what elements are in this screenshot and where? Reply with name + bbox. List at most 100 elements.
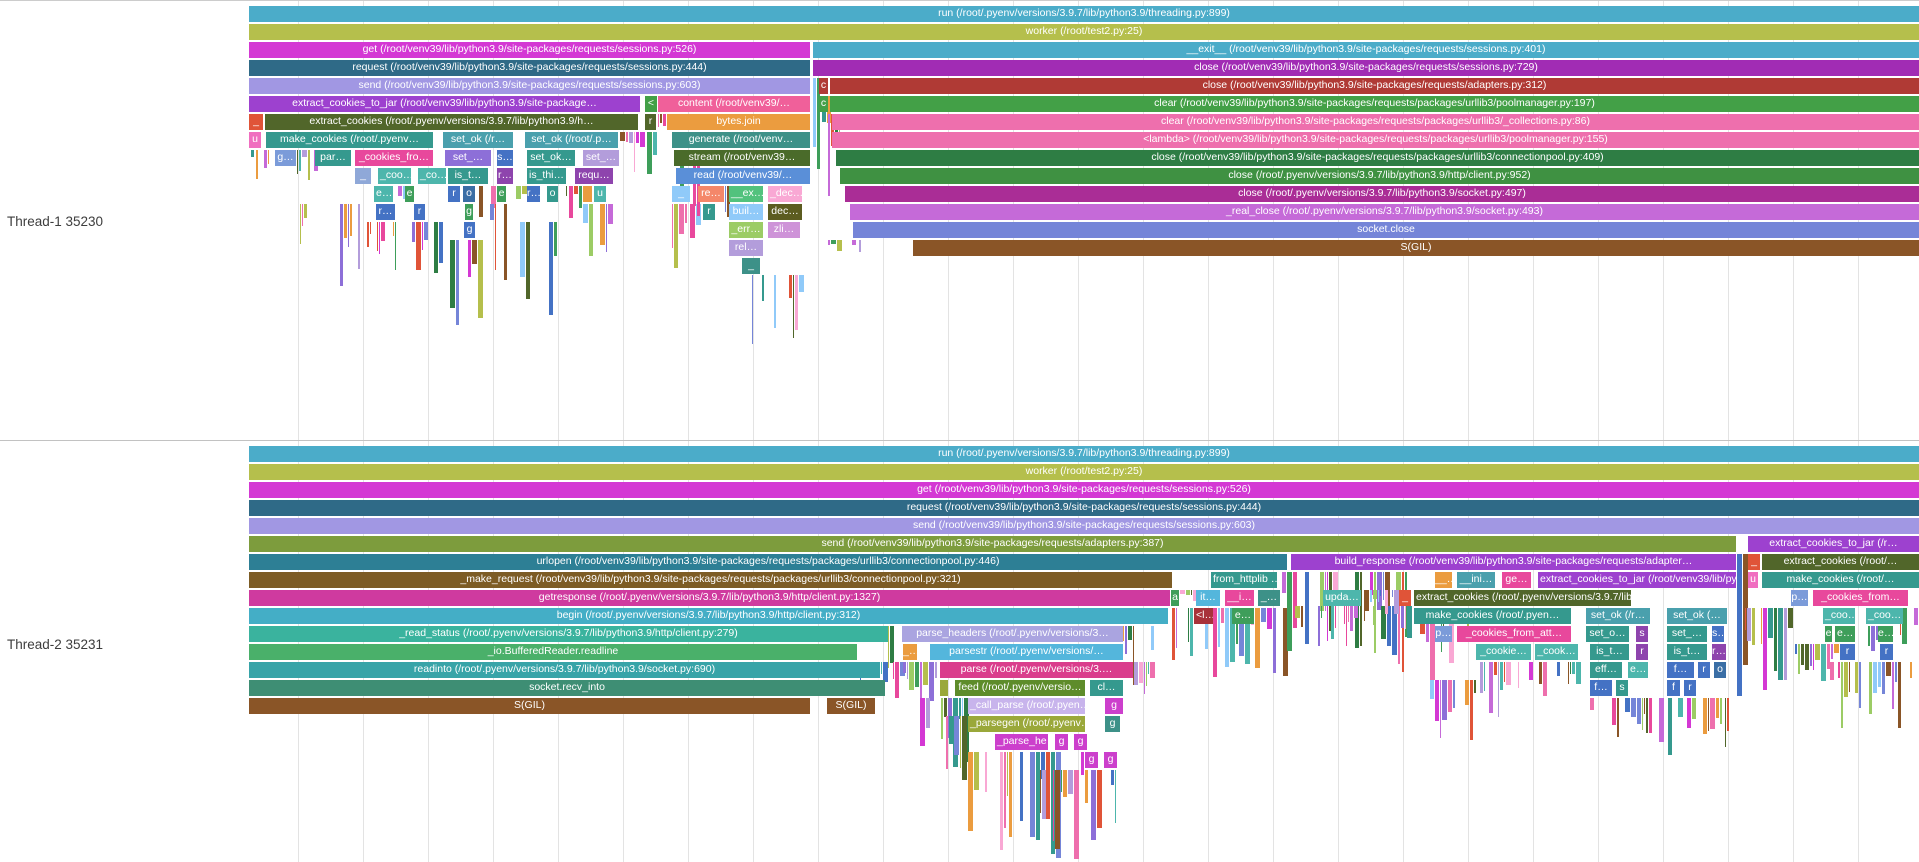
flame-bar[interactable]: _cookies_fro… <box>355 150 433 166</box>
flame-bar[interactable]: get (/root/venv39/lib/python3.9/site-pac… <box>249 42 810 58</box>
flame-bar[interactable]: read (/root/venv39/… <box>676 168 810 184</box>
flame-bar[interactable]: clear (/root/venv39/lib/python3.9/site-p… <box>830 96 1919 112</box>
flame-bar[interactable]: set_… <box>583 150 619 166</box>
flame-bar[interactable]: S(GIL) <box>249 698 810 714</box>
flame-bar[interactable]: r <box>1684 680 1696 696</box>
flame-bar[interactable]: s… <box>1712 626 1724 642</box>
flame-bar[interactable]: u <box>594 186 606 202</box>
flame-bar[interactable]: <l… <box>1194 608 1213 624</box>
flame-bar[interactable]: c <box>819 78 828 94</box>
flame-bar[interactable]: close (/root/venv39/lib/python3.9/site-p… <box>830 78 1919 94</box>
flame-bar[interactable]: e… <box>1835 626 1855 642</box>
flame-bar[interactable]: _read_status (/root/.pyenv/versions/3.9.… <box>249 626 888 642</box>
flame-bar[interactable]: upda… <box>1323 590 1361 606</box>
flame-bar[interactable]: _ <box>1399 590 1411 606</box>
flame-bar[interactable]: stream (/root/venv39… <box>674 150 810 166</box>
flame-bar[interactable]: r <box>1880 644 1893 660</box>
flame-bar[interactable]: g <box>1074 734 1087 750</box>
flame-bar[interactable]: clear (/root/venv39/lib/python3.9/site-p… <box>832 114 1919 130</box>
flame-bar[interactable]: f <box>1667 680 1680 696</box>
flame-bar[interactable]: is_thi… <box>527 168 566 184</box>
flame-bar[interactable]: _ <box>1748 554 1760 570</box>
flame-bar[interactable]: g <box>1085 752 1098 768</box>
flame-bar[interactable]: worker (/root/test2.py:25) <box>249 24 1919 40</box>
flame-bar[interactable]: extract_cookies (/root/.pyenv/versions/3… <box>1414 590 1631 606</box>
flame-bar[interactable]: _real_close (/root/.pyenv/versions/3.9.7… <box>850 204 1919 220</box>
flame-bar[interactable]: e… <box>1232 608 1254 624</box>
flame-bar[interactable]: S(GIL) <box>913 240 1919 256</box>
flame-bar[interactable]: _… <box>1258 590 1280 606</box>
flame-bar[interactable]: g <box>1104 752 1117 768</box>
flame-bar[interactable]: r <box>645 114 656 130</box>
flame-bar[interactable]: r <box>1636 644 1648 660</box>
flame-bar[interactable]: getresponse (/root/.pyenv/versions/3.9.7… <box>249 590 1170 606</box>
flame-bar[interactable]: cl… <box>1090 680 1123 696</box>
flame-bar[interactable]: s… <box>497 150 513 166</box>
flame-bar[interactable]: _ <box>355 168 371 184</box>
flame-bar[interactable]: request (/root/venv39/lib/python3.9/site… <box>249 500 1919 516</box>
flame-bar[interactable]: extract_cookies (/root/… <box>1762 554 1919 570</box>
flame-bar[interactable]: _cookies_from… <box>1813 590 1908 606</box>
flame-bar[interactable]: s <box>1616 680 1628 696</box>
flame-bar[interactable]: o <box>547 186 558 202</box>
flame-bar[interactable]: r… <box>497 168 513 184</box>
flame-bar[interactable]: _cookies_from_att… <box>1457 626 1571 642</box>
flame-bar[interactable]: it… <box>1196 590 1220 606</box>
flame-bar[interactable]: close (/root/.pyenv/versions/3.9.7/lib/p… <box>840 168 1919 184</box>
flame-bar[interactable]: set_ok (/r… <box>1586 608 1650 624</box>
flame-bar[interactable]: set_ok (/root/.p… <box>525 132 618 148</box>
flame-bar[interactable]: p… <box>1791 590 1808 606</box>
flame-bar[interactable]: extract_cookies (/root/.pyenv/versions/3… <box>265 114 638 130</box>
flame-bar[interactable]: r <box>1698 662 1710 678</box>
flame-bar[interactable]: e… <box>374 186 393 202</box>
flame-bar[interactable]: re… <box>698 186 724 202</box>
flame-bar[interactable]: dec… <box>768 204 802 220</box>
flame-bar[interactable]: from_httplib … <box>1211 572 1277 588</box>
flame-bar[interactable]: set_o… <box>1586 626 1629 642</box>
flame-bar[interactable]: eff… <box>1590 662 1622 678</box>
flame-bar[interactable]: p… <box>1435 626 1452 642</box>
flame-bar[interactable]: close (/root/venv39/lib/python3.9/site-p… <box>836 150 1919 166</box>
flame-bar[interactable]: urlopen (/root/venv39/lib/python3.9/site… <box>249 554 1287 570</box>
flame-bar[interactable]: g <box>464 222 475 238</box>
flame-bar[interactable]: _err… <box>729 222 763 238</box>
flame-bar[interactable]: send (/root/venv39/lib/python3.9/site-pa… <box>249 518 1919 534</box>
flame-bar[interactable]: _ <box>672 186 690 202</box>
flame-bar[interactable]: set_ok… <box>527 150 575 166</box>
flame-bar[interactable]: e… <box>1628 662 1648 678</box>
flame-bar[interactable]: g… <box>275 150 296 166</box>
flame-bar[interactable]: extract_cookies_to_jar (/root/venv39/lib… <box>1538 572 1736 588</box>
flame-bar[interactable]: parsestr (/root/.pyenv/versions/… <box>930 644 1123 660</box>
flame-bar[interactable]: e <box>405 186 414 202</box>
flame-bar[interactable]: __… <box>1435 572 1452 588</box>
flame-bar[interactable]: generate (/root/venv… <box>672 132 810 148</box>
flame-bar[interactable]: parse (/root/.pyenv/versions/3.… <box>940 662 1133 678</box>
flame-bar[interactable]: _coo… <box>1866 608 1903 624</box>
flame-bar[interactable]: <lambda> (/root/venv39/lib/python3.9/sit… <box>832 132 1919 148</box>
flame-bar[interactable]: u <box>1748 572 1758 588</box>
flame-bar[interactable]: _call_parse (/root/.pyen… <box>968 698 1085 714</box>
flame-bar[interactable]: g <box>465 204 473 220</box>
flame-bar[interactable]: extract_cookies_to_jar (/r… <box>1748 536 1919 552</box>
flame-bar[interactable]: set_… <box>1667 626 1707 642</box>
flame-bar[interactable]: f… <box>1667 662 1694 678</box>
flame-bar[interactable]: socket.close <box>853 222 1919 238</box>
flame-bar[interactable]: send (/root/venv39/lib/python3.9/site-pa… <box>249 78 810 94</box>
flame-bar[interactable]: bytes.join <box>667 114 810 130</box>
flame-bar[interactable]: _cookie… <box>1476 644 1531 660</box>
flame-bar[interactable]: feed (/root/.pyenv/versio… <box>955 680 1085 696</box>
flame-bar[interactable]: __ini… <box>1457 572 1495 588</box>
flame-bar[interactable]: close (/root/.pyenv/versions/3.9.7/lib/p… <box>845 186 1919 202</box>
flame-bar[interactable]: _coo… <box>378 168 411 184</box>
flame-bar[interactable] <box>583 186 592 202</box>
flame-bar[interactable]: parse_headers (/root/.pyenv/versions/3… <box>902 626 1123 642</box>
flame-bar[interactable]: set_ok (… <box>1667 608 1727 624</box>
flame-bar[interactable]: e <box>1825 626 1832 642</box>
flame-bar[interactable]: _ <box>742 258 760 274</box>
flame-bar[interactable]: a <box>1171 590 1179 606</box>
flame-bar[interactable]: u <box>249 132 261 148</box>
flame-bar[interactable]: worker (/root/test2.py:25) <box>249 464 1919 480</box>
flame-bar[interactable]: is_t… <box>1667 644 1707 660</box>
flame-bar[interactable]: g <box>1105 716 1120 732</box>
flame-bar[interactable]: g <box>1105 698 1123 714</box>
